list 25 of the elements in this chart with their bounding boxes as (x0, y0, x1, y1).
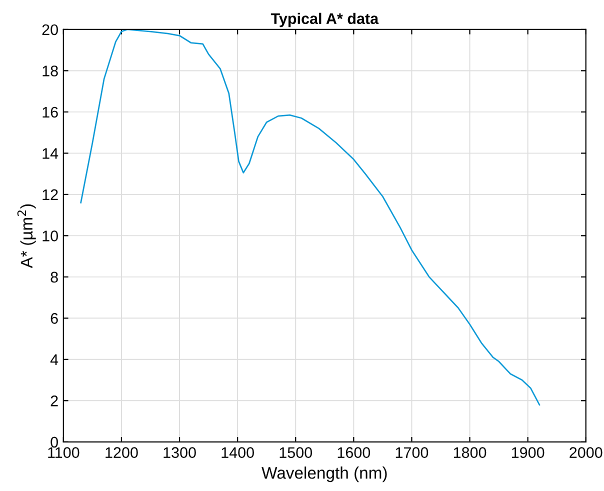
y-tick-label: 16 (42, 106, 58, 118)
y-axis-title: A* (µm$^{2}$) (17, 204, 36, 268)
x-tick-label: 1600 (338, 447, 370, 458)
x-tick-label: 1200 (106, 447, 138, 458)
line-series (80, 29, 540, 406)
y-tick-label: 6 (50, 313, 58, 324)
y-tick-label: 20 (42, 24, 58, 36)
x-tick-label: 1100 (48, 447, 80, 458)
y-tick-label: 14 (42, 148, 58, 159)
y-tick-label: 4 (50, 354, 58, 365)
y-tick-label: 8 (50, 272, 58, 283)
y-tick-label: 2 (50, 396, 58, 406)
y-tick-label: 10 (42, 230, 58, 242)
x-tick-label: 1400 (222, 447, 254, 458)
y-tick-label: 12 (42, 189, 58, 200)
x-tick-label: 1500 (280, 447, 312, 458)
y-tick-label: 18 (42, 66, 58, 76)
y-tick-label: 0 (50, 436, 58, 448)
chart-title: Typical A* data (270, 12, 379, 28)
x-tick-label: 1800 (454, 447, 486, 458)
x-tick-label: 1900 (512, 447, 544, 458)
x-axis-title: Wavelength (nm) (262, 466, 387, 482)
x-tick-label: 1300 (164, 447, 196, 458)
x-tick-label: 1700 (396, 447, 428, 458)
x-tick-label: 2000 (570, 447, 602, 458)
